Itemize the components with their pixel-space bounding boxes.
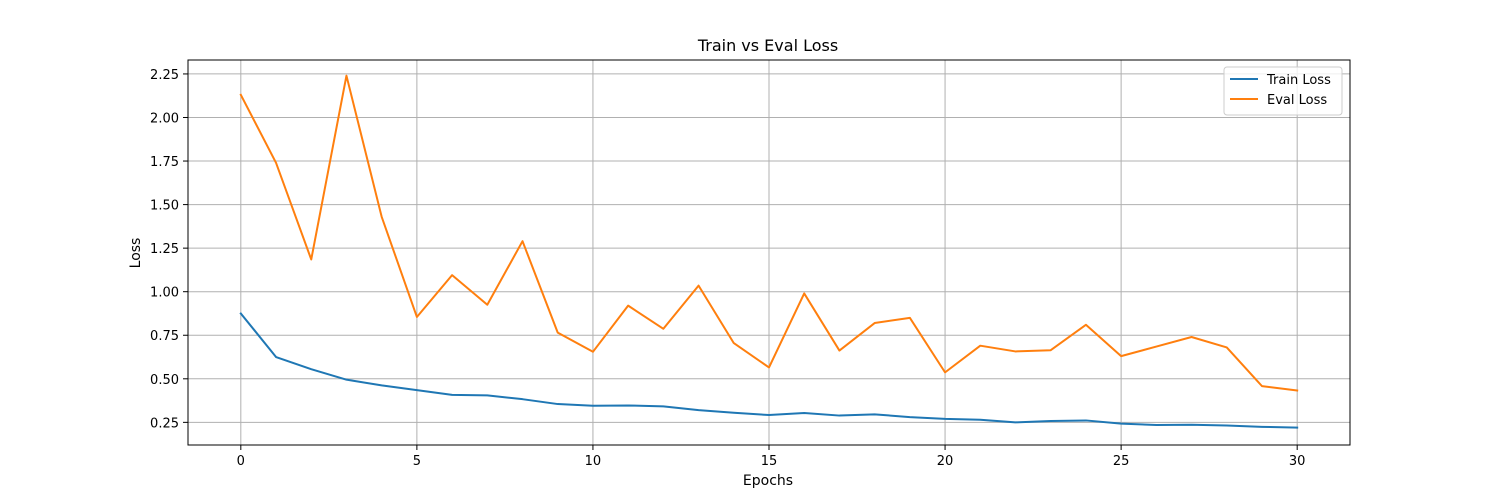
legend-label: Train Loss <box>1266 73 1331 88</box>
y-tick-label: 2.25 <box>150 68 179 83</box>
y-tick-label: 0.50 <box>150 373 179 388</box>
chart-title: Train vs Eval Loss <box>697 36 838 55</box>
y-tick-label: 1.25 <box>150 242 179 257</box>
y-tick-label: 0.25 <box>150 416 179 431</box>
x-tick-label: 20 <box>937 454 954 469</box>
y-tick-label: 1.50 <box>150 199 179 214</box>
x-tick-label: 15 <box>761 454 778 469</box>
x-tick-label: 25 <box>1113 454 1130 469</box>
y-tick-label: 2.00 <box>150 111 179 126</box>
x-tick-label: 30 <box>1289 454 1306 469</box>
x-tick-label: 10 <box>585 454 602 469</box>
y-tick-label: 1.75 <box>150 155 179 170</box>
grid <box>188 60 1350 445</box>
y-tick-label: 1.00 <box>150 286 179 301</box>
x-axis-ticks: 0 5 10 15 20 25 30 <box>237 445 1306 469</box>
x-tick-label: 0 <box>237 454 245 469</box>
series-lines <box>239 74 1299 429</box>
legend: Train Loss Eval Loss <box>1223 66 1343 116</box>
y-axis-label: Loss <box>128 238 144 269</box>
legend-label: Eval Loss <box>1267 93 1327 108</box>
series-line-eval-loss <box>239 74 1299 392</box>
x-axis-label: Epochs <box>743 473 793 489</box>
x-tick-label: 5 <box>413 454 421 469</box>
series-line-train-loss <box>239 312 1299 429</box>
y-tick-label: 0.75 <box>150 329 179 344</box>
y-axis-ticks: 0.25 0.50 0.75 1.00 1.25 1.50 1.75 2.00 2.25 <box>150 68 188 431</box>
